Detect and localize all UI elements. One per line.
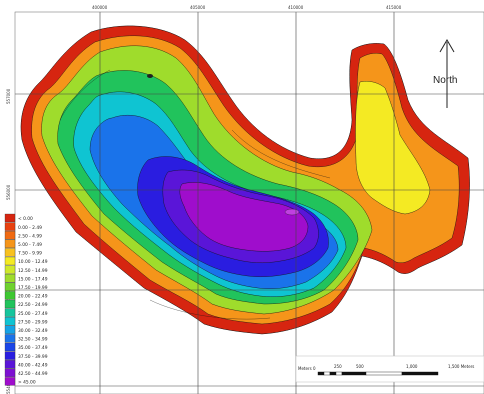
legend-label: 30.00 - 32.49 bbox=[18, 328, 48, 334]
legend-label: 37.50 - 39.99 bbox=[18, 354, 48, 360]
legend-swatch bbox=[4, 274, 16, 283]
grid-x-labels: 400000 405000 410000 415000 bbox=[92, 5, 402, 10]
scale-label-0: Meters 0 bbox=[298, 366, 316, 371]
legend-label: 2.50 - 4.99 bbox=[18, 233, 42, 239]
legend-swatch bbox=[4, 299, 16, 309]
legend-label: 25.00 - 27.49 bbox=[18, 311, 48, 317]
y-label-1: 557000 bbox=[6, 88, 11, 104]
legend-label: 40.00 - 42.49 bbox=[18, 362, 48, 368]
legend-label: < 0.00 bbox=[18, 216, 33, 222]
legend-label: 0.00 - 2.49 bbox=[18, 225, 42, 231]
north-arrowhead-icon bbox=[439, 39, 455, 53]
north-arrow: North bbox=[433, 39, 457, 108]
legend-label: 5.00 - 7.49 bbox=[18, 242, 42, 248]
legend-label: 27.50 - 29.99 bbox=[18, 319, 48, 325]
legend-swatch bbox=[4, 351, 16, 360]
legend-swatch bbox=[4, 222, 16, 231]
y-label-4: 554000 bbox=[6, 378, 11, 394]
scale-segment bbox=[365, 371, 403, 376]
legend-swatch bbox=[4, 317, 16, 326]
scale-bar-segments bbox=[317, 371, 439, 376]
legend-swatch bbox=[4, 342, 16, 352]
x-label-1: 400000 bbox=[92, 5, 108, 10]
lake-contours bbox=[20, 25, 470, 335]
scale-segment bbox=[335, 371, 343, 376]
legend-swatch bbox=[4, 377, 16, 386]
contour-band-5 bbox=[355, 81, 431, 215]
scale-label-500: 500 bbox=[356, 364, 364, 369]
scale-segment bbox=[323, 371, 331, 376]
x-label-4: 415000 bbox=[386, 5, 402, 10]
legend-swatch bbox=[4, 291, 16, 300]
legend-label: 35.00 - 37.49 bbox=[18, 345, 48, 351]
scale-segment bbox=[329, 371, 337, 376]
legend-swatch bbox=[4, 265, 16, 274]
legend-swatch bbox=[4, 239, 16, 248]
island bbox=[147, 74, 153, 78]
scale-label-250: 250 bbox=[334, 364, 342, 369]
depth-legend: < 0.00 0.00 - 2.49 2.50 - 4.99 5.00 - 7.49 7… bbox=[4, 213, 48, 386]
legend-swatch bbox=[4, 325, 16, 334]
legend-label: > 45.00 bbox=[18, 380, 36, 386]
contour-band-18 bbox=[179, 182, 309, 252]
legend-label: 12.50 - 14.99 bbox=[18, 268, 48, 274]
scale-segment bbox=[401, 371, 439, 376]
x-label-2: 405000 bbox=[190, 5, 206, 10]
scale-label-1500: 1,500 Meters bbox=[448, 364, 474, 369]
scale-segment bbox=[341, 371, 367, 376]
scale-segment bbox=[317, 371, 325, 376]
legend-swatch bbox=[4, 282, 16, 291]
legend-label: 15.00 - 17.49 bbox=[18, 276, 48, 282]
legend-label: 32.50 - 34.99 bbox=[18, 337, 48, 343]
scale-bar-box bbox=[295, 355, 484, 383]
legend-swatch bbox=[4, 213, 16, 223]
legend-label: 22.50 - 24.99 bbox=[18, 302, 48, 308]
legend-label: 17.50 - 19.99 bbox=[18, 285, 48, 291]
legend-swatch bbox=[4, 256, 16, 266]
x-label-3: 410000 bbox=[288, 5, 304, 10]
legend-swatch bbox=[4, 231, 16, 240]
contour-line-a bbox=[59, 69, 331, 320]
legend-swatch bbox=[4, 308, 16, 317]
legend-swatch bbox=[4, 248, 16, 257]
scale-label-1000: 1,000 bbox=[406, 364, 418, 369]
scale-bar: Meters 0 250 500 1,000 1,500 Meters bbox=[295, 355, 484, 383]
legend-label: 20.00 - 22.49 bbox=[18, 294, 48, 300]
y-label-2: 556000 bbox=[6, 184, 11, 200]
legend-swatch bbox=[4, 360, 16, 369]
legend-swatch bbox=[4, 334, 16, 343]
legend-label: 7.50 - 9.99 bbox=[18, 251, 42, 257]
legend-label: 42.50 - 44.99 bbox=[18, 371, 48, 377]
legend-label: 10.00 - 12.49 bbox=[18, 259, 48, 265]
deep-spot bbox=[284, 208, 300, 216]
coordinate-grid bbox=[14, 11, 484, 394]
legend-swatch bbox=[4, 368, 16, 377]
north-label: North bbox=[433, 75, 457, 86]
